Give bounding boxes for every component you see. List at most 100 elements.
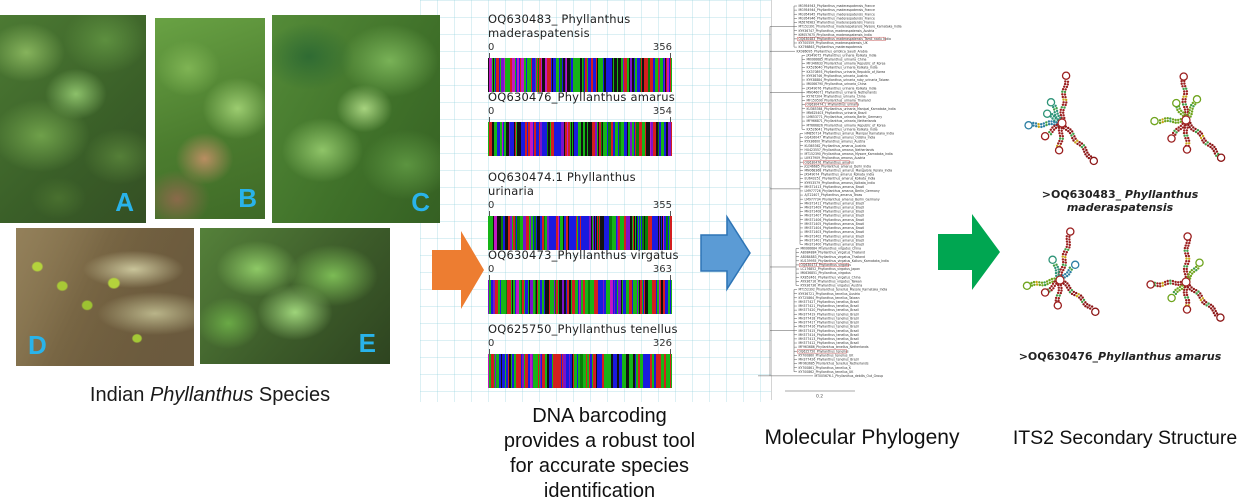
tree-tip-label: JX949075_Phyllanthus_urinaria_Kolkata_In… [806,53,877,57]
tree-tip-label: MH377419_Phyllanthus_tenellus_Brazil [799,312,859,316]
tree-scale-label: 0.2 [816,394,823,400]
barcode-strip [488,58,672,92]
tree-tip-label: MH371408_Phyllanthus_amarus_Brazil [805,210,865,214]
tree-tip-label: MN068368_Phyllanthus_amarus_Mangalore_Ke… [805,168,893,172]
tree-tip-label: MF346633_Phyllanthus_urinaria_Republic_o… [807,62,886,66]
barcode-strip [488,354,672,388]
tree-tip-label: MH371411_Phyllanthus_amarus_Brazil [805,201,865,205]
photo-label-c: C [411,187,430,217]
plant-photo-d: D [16,228,194,366]
phylogenetic-tree: MG954943_Phyllanthus_maderaspatensis_Fra… [758,4,902,400]
barcode-strip [488,216,672,250]
barcode-scale-start: 0 [488,200,495,211]
tree-tip-label: KY725864_Phyllanthus_tenellus_Taiwan [799,296,860,300]
tree-tip-label: MH377414_Phyllanthus_tenellus_Brazil [799,333,859,337]
barcode-scale-end: 354 [652,106,672,117]
tree-tip-label: KX526040_Phyllanthus_urinaria_Kolkata_In… [807,66,878,70]
tree-tip-label: AB084884_Phyllanthus_virgatus_Thailand [801,251,866,255]
green-arrow-icon [938,214,1000,290]
tree-tip-label: MH371404_Phyllanthus_amarus_Brazil [805,226,865,230]
tree-tip-label: MH371409_Phyllanthus_amarus_Brazil [805,205,865,209]
tree-tip-label: MH371413_Phyllanthus_amarus_Brazil [805,185,865,189]
tree-tip-label: MH371403_Phyllanthus_amarus_Brazil [805,230,865,234]
dna-caption-line: for accurate species [510,455,689,477]
dna-caption-line: identification [543,480,656,502]
barcode-scale-end: 363 [652,264,672,275]
its2-structures [1022,71,1226,322]
barcode-panel: OQ630483_ Phyllanthus maderaspatensis 0 35… [482,0,692,402]
tree-tip-label: MT152391_Phyllanthus_maderaspatensis_Mys… [799,25,902,29]
tree-tip-label: KY700862_Phyllanthus_tenellus_UK [799,370,855,374]
barcode-strip [488,122,672,156]
tree-tip-label: MZ676983_Phyllanthus_maderaspatensis_Fra… [799,21,875,25]
tree-tip-label: MH377420_Phyllanthus_tenellus_Brazil [799,308,859,312]
tree-tip-label: KY936721_Phyllanthus_tenellus_Austria [799,292,861,296]
barcode-scale-start: 0 [488,338,495,349]
tree-tip-label: KY936600_Phyllanthus_amarus_Austria [805,140,866,144]
photos-caption-genus: Phyllanthus [149,384,254,406]
barcode-tick [489,211,490,216]
tree-tip-label: MH377421_Phyllanthus_tenellus_Brazil [799,304,859,308]
tree-tip-label: KX852461_Phyllanthus_virgatus_China [801,275,861,279]
tree-tip-label: MG954944_Phyllanthus_maderaspatensis_Fra… [799,8,875,12]
tree-tip-label: JX949074_Phyllanthus_amarus_Kolkata_Indi… [804,173,875,177]
tree-tip-label: KX370893_Phyllanthus_urinaria_Republic_o… [807,70,886,74]
tree-tip-label: KY700860_Phyllanthus_tenellus_UK [799,353,855,357]
barcode-scale: 0 354 [488,106,672,122]
barcode-entry: OQ630473_Phyllanthus virgatus 0 363 [488,248,680,314]
tree-tip-label: OQ630473_Phyllanthus_virgatus [801,263,852,267]
barcode-tick [670,117,671,122]
tree-tip-label: MH377427_Phyllanthus_tenellus_Brazil [799,300,859,304]
barcode-tick [670,211,671,216]
tree-tip-label: KU139955_Phyllanthus_virgatus_Kolluru_Ka… [801,259,889,263]
tree-tip-label: AJ722407_Phyllanthus_amarus_Texas [805,193,863,197]
tree-tip-label: EU643251_Phyllanthus_amarus_Kolkata_Indi… [805,177,876,181]
plant-photo-e: E [200,228,390,364]
tree-tip-label: MH371402_Phyllanthus_amarus_Brazil [805,234,865,238]
barcode-entry: OQ630483_ Phyllanthus maderaspatensis 0 35… [488,12,680,92]
barcode-tick [489,349,490,354]
its2-label-amarus: >OQ630476_Phyllanthus amarus [995,350,1245,363]
its2-label-species: Phyllanthus amarus [1098,350,1222,363]
tree-tip-label: OQ630474.1_Phyllanthus_urinaria [807,103,860,107]
barcode-entry: OQ625750_Phyllanthus tenellus 0 326 [488,322,680,388]
barcode-title: OQ630476_Phyllanthus amarus [488,90,675,104]
barcode-title: OQ630483_ Phyllanthus maderaspatensis [488,12,631,40]
tree-tip-label: LM977734_Phyllanthus_amarus_Berlin_Germa… [805,197,880,201]
tree-tip-label: JX949076_Phyllanthus_urinaria_Kolkata_In… [806,86,877,90]
tree-tip-label: MN625403_Phyllanthus_urinaria_Brazil [807,111,867,115]
blue-arrow-icon [700,214,751,292]
tree-tip-label: KY936747_Phyllanthus_maderaspatensis_Aus… [799,29,875,33]
barcode-scale-start: 0 [488,106,495,117]
barcode-scale: 0 363 [488,264,672,280]
barcode-entry: OQ630476_Phyllanthus amarus 0 354 [488,90,680,156]
its2-label-species: Phyllanthus maderaspatensis [1066,188,1199,214]
tree-tip-label: KU365364_Phyllanthus_urinaria_Manipal_Ka… [807,107,896,111]
barcode-tick [489,117,490,122]
photo-label-e: E [358,328,376,358]
tree-tip-label: LM977726_Phyllanthus_amarus_Berlin_Germa… [805,189,880,193]
tree-tip-label: LM653771_Phyllanthus_urinaria_Berlin_Ger… [807,115,883,119]
tree-tip-label: MG954945_Phyllanthus_maderaspatensis_Fra… [799,12,875,16]
tree-tip-label: KY700861_Phyllanthus_tenellus_K [799,366,853,370]
barcode-scale-end: 355 [652,200,672,211]
plant-photo-c: C [272,15,440,223]
its2-label-maderaspatensis: >OQ630483_ Phyllanthus maderaspatensis [995,188,1245,214]
tree-tip-label: MH371401_Phyllanthus_amarus_Brazil [805,238,865,242]
tree-tip-label: MF963686_Phyllanthus_tenellus_Netherland… [799,345,869,349]
tree-tip-label: MH371405_Phyllanthus_amarus_Brazil [805,222,865,226]
dna-caption: DNA barcoding provides a robust tool for… [462,404,737,503]
tree-tip-label: AB084883_Phyllanthus_virgatus_Thailand [801,255,866,259]
tree-tip-label: KY767204_Phyllanthus_urinaria_China [807,95,866,99]
barcode-strip [488,280,672,314]
tree-tip-label: MH377413_Phyllanthus_tenellus_Brazil [799,337,859,341]
its2-label-accession: >OQ630483_ [1041,188,1125,201]
tree-tip-label: MH377426_Phyllanthus_tenellus_Brazil [799,358,859,362]
tree-tip-label: LC176852_Phyllanthus_virgatus_Japan [801,267,861,271]
plant-photo-a: A [0,15,146,223]
tree-tip-label: MH377412_Phyllanthus_tenellus_Brazil [799,341,859,345]
tree-tip-label: JQ246685_Phyllanthus_amarus_Delhi_India [804,164,872,168]
tree-tip-label: OQ630476_Phyllanthus_amarus [805,160,855,164]
photos-caption-suffix: Species [253,384,331,406]
